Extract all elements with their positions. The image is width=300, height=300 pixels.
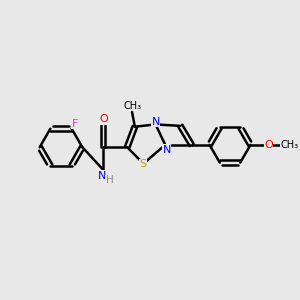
Text: N: N: [98, 171, 106, 181]
Text: CH₃: CH₃: [124, 101, 142, 111]
Text: N: N: [152, 117, 160, 127]
Text: O: O: [99, 114, 108, 124]
Text: F: F: [72, 118, 78, 129]
Text: H: H: [106, 175, 114, 185]
Text: S: S: [139, 159, 146, 169]
Text: N: N: [163, 145, 171, 155]
Text: O: O: [264, 140, 273, 150]
Text: CH₃: CH₃: [280, 140, 298, 150]
